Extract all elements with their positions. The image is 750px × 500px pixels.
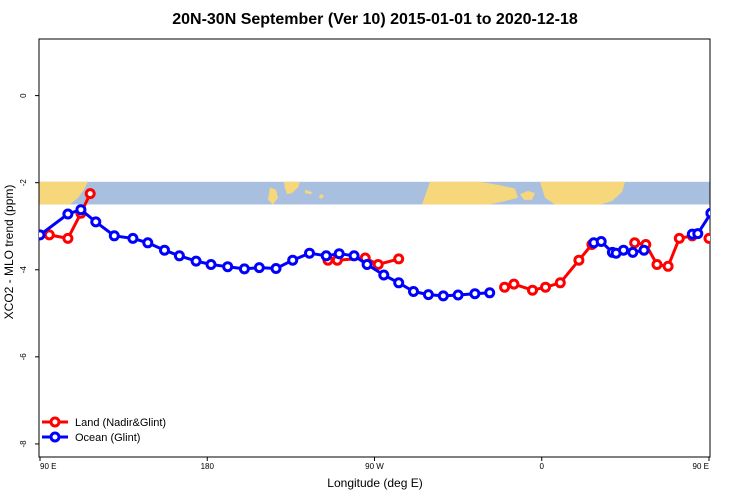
series-1-point-0-25: [437, 290, 449, 302]
series-0-point-3-2: [651, 259, 663, 270]
series-1-point-0-22: [393, 277, 405, 289]
series-0-point-0-0: [43, 229, 55, 241]
legend-marker-ocean: [49, 431, 61, 443]
map-land-4: [319, 194, 324, 199]
series-0-point-4-0: [703, 232, 710, 244]
series-1-point-2-2: [705, 207, 710, 219]
series-1-point-0-17: [320, 250, 332, 262]
map-land-1: [268, 187, 278, 205]
series-0-point-0-3: [84, 188, 96, 200]
map-land-7: [540, 181, 625, 205]
map-land-6: [520, 190, 535, 200]
y-tick-label-3: -6: [19, 353, 28, 361]
series-1-point-0-3: [90, 216, 102, 228]
series-1-point-1-1: [595, 236, 607, 247]
series-1-point-0-20: [361, 259, 373, 270]
series-1-point-0-18: [333, 248, 345, 260]
series-1-point-2-3: [718, 206, 726, 214]
series-layer: [39, 188, 750, 302]
series-1-point-0-6: [142, 237, 154, 249]
series-0-line-4: [707, 230, 710, 239]
series-1-line-2: [692, 212, 710, 236]
series-0-point-4-1: [720, 190, 728, 198]
series-1-point-0-7: [159, 244, 170, 256]
y-axis-label: XCO2 - MLO trend (ppm): [2, 185, 16, 320]
series-1-point-0-11: [222, 261, 234, 273]
legend-label-ocean: Ocean (Glint): [75, 432, 140, 444]
series-0-line-0: [49, 192, 92, 240]
series-1-point-2-4: [729, 218, 737, 226]
series-0-point-0-1: [62, 232, 74, 244]
series-1-point-0-23: [408, 286, 419, 297]
series-1-point-2-1: [692, 228, 704, 240]
series-0-point-3-4: [673, 232, 685, 244]
series-0-point-2-1: [508, 278, 520, 290]
series-1-point-2-5: [742, 232, 750, 240]
map-land-5: [422, 181, 518, 205]
series-0-point-1-4: [393, 253, 405, 265]
x-tick-label-1: 180: [201, 462, 215, 471]
series-1-line-0: [39, 208, 490, 298]
series-0-point-2-2: [527, 284, 538, 296]
series-0-point-3-0: [629, 237, 641, 249]
series-1-point-0-26: [452, 289, 464, 301]
series-1-point-1-6: [638, 244, 650, 256]
series-0-point-2-4: [554, 277, 566, 289]
series-0-point-2-5: [573, 254, 585, 266]
legend: Land (Nadir&Glint) Ocean (Glint): [42, 416, 166, 444]
series-1-point-0-10: [205, 259, 217, 270]
series-1-point-0-14: [270, 263, 282, 274]
series-1-point-0-24: [422, 289, 434, 301]
series-1-point-0-5: [127, 232, 139, 244]
series-1-point-1-5: [627, 246, 639, 258]
series-1-point-0-15: [287, 254, 299, 266]
x-axis-label: Longitude (deg E): [327, 476, 422, 490]
chart-title: 20N-30N September (Ver 10) 2015-01-01 to…: [172, 11, 578, 28]
series-1-point-0-13: [253, 262, 265, 274]
series-1-point-0-2: [75, 204, 87, 216]
series-1-point-0-8: [173, 250, 185, 262]
series-1-point-0-9: [190, 255, 202, 267]
world-map-band: [39, 181, 710, 205]
x-tick-label-4: 90 E: [693, 462, 709, 471]
series-0-point-2-0: [499, 281, 511, 293]
map-land-2: [284, 181, 300, 195]
series-1-point-0-12: [238, 263, 250, 275]
series-1-point-0-27: [469, 288, 481, 300]
map-land-0: [39, 181, 88, 205]
series-1-point-0-1: [62, 208, 74, 220]
y-tick-label-1: -2: [19, 179, 28, 187]
series-1-point-1-4: [618, 244, 629, 256]
legend-label-land: Land (Nadir&Glint): [75, 417, 166, 429]
series-1-point-0-21: [378, 269, 390, 281]
y-tick-label-4: -8: [19, 440, 28, 448]
series-1-point-0-0: [39, 229, 46, 241]
series-1-point-0-4: [108, 230, 120, 242]
x-tick-label-2: 90 W: [365, 462, 384, 471]
series-1: [39, 204, 750, 302]
y-tick-label-2: -4: [19, 266, 28, 274]
legend-marker-land: [49, 416, 61, 428]
series-0-point-1-3: [372, 259, 384, 270]
series-1-point-0-19: [348, 250, 360, 262]
x-tick-label-0: 90 E: [40, 462, 56, 471]
y-tick-label-0: 0: [19, 93, 28, 98]
x-tick-label-3: 0: [540, 462, 545, 471]
map-land-3: [305, 189, 312, 195]
series-1-point-0-28: [484, 287, 496, 299]
series-0-point-2-3: [540, 281, 551, 293]
series-0-point-3-3: [662, 260, 674, 272]
y-axis: 0 -2 -4 -6 -8: [19, 93, 39, 448]
series-1-point-0-16: [304, 247, 315, 259]
